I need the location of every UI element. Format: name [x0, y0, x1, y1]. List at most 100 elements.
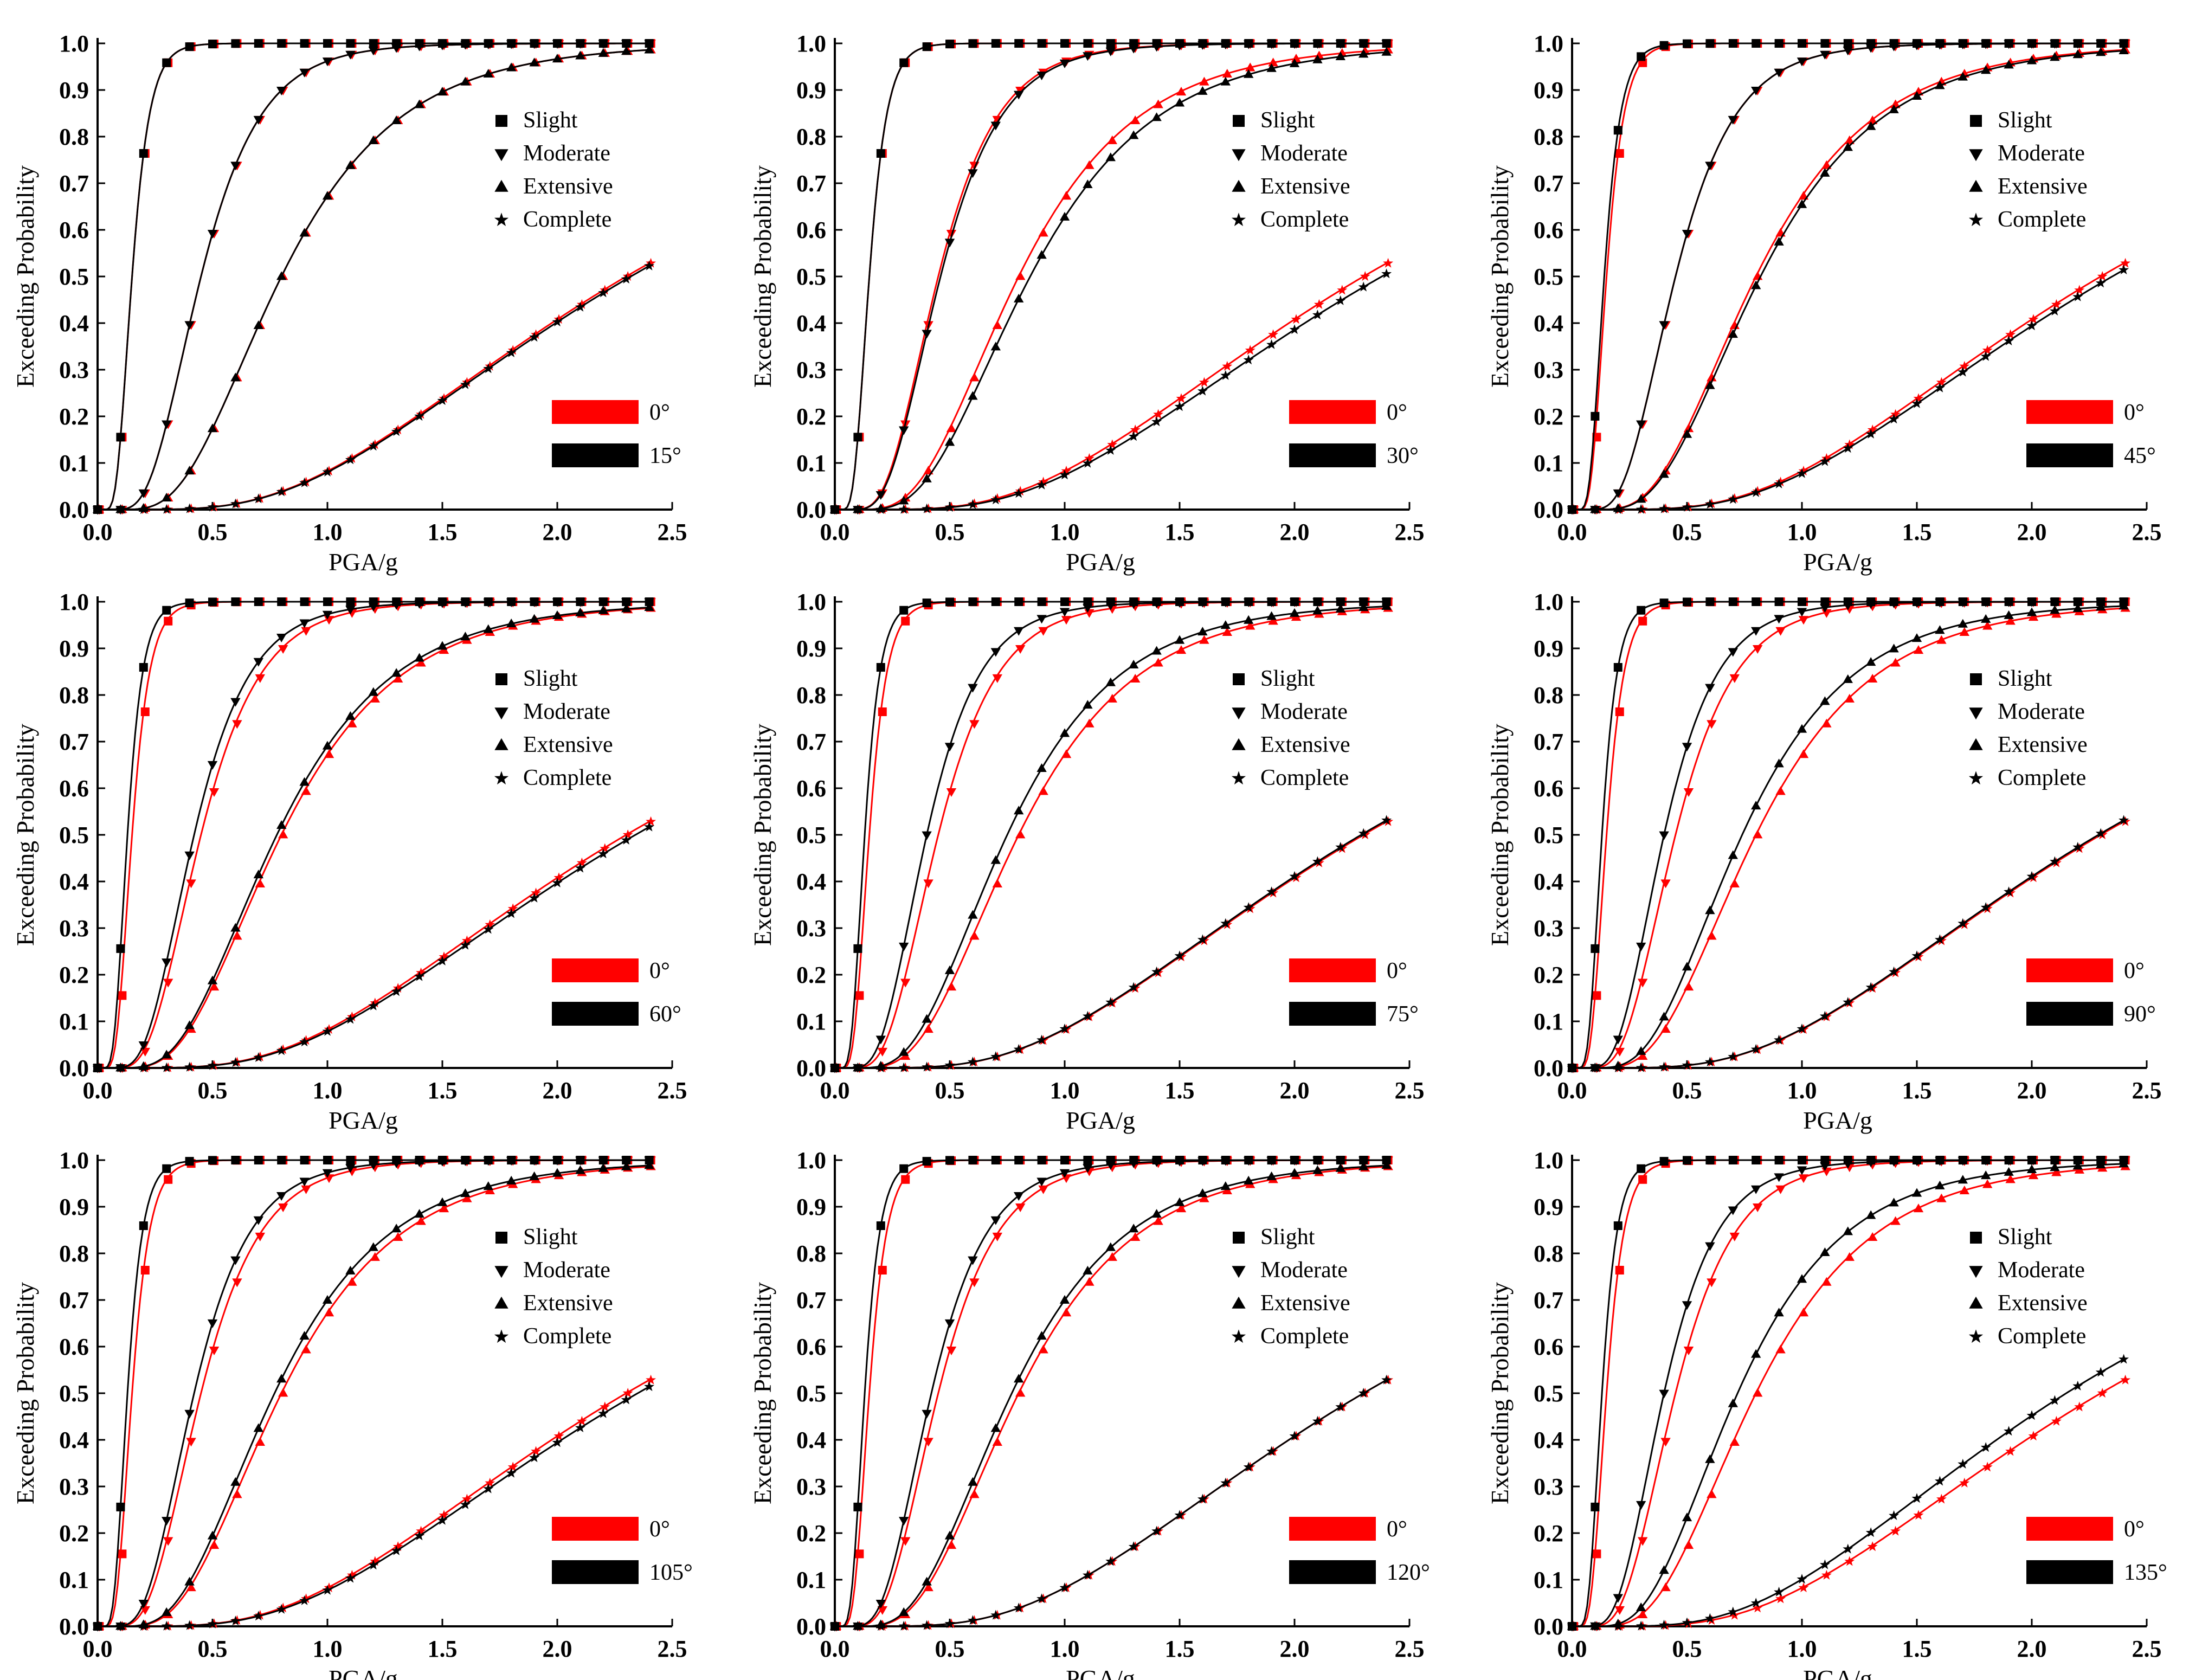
data-point-marker — [1638, 1537, 1648, 1546]
y-tick-label: 0.2 — [796, 962, 826, 988]
data-point-marker — [345, 1164, 356, 1173]
data-point-marker — [598, 1163, 608, 1172]
data-point-marker — [391, 115, 402, 124]
legend-color-bar — [552, 400, 639, 424]
data-point-marker — [299, 1595, 310, 1605]
data-point-marker — [1821, 1167, 1832, 1176]
data-point-marker — [1705, 1454, 1715, 1463]
data-point-marker — [276, 87, 287, 96]
fragility-panel-135: 0.0 0.5 1.0 1.5 2.0 2.5 0.0 0.1 0.2 0.3 0.4 0.5 0.6 0… — [1475, 1117, 2190, 1680]
legend-marker — [1969, 149, 1983, 162]
data-point-marker — [414, 1158, 424, 1167]
data-point-marker — [1843, 1543, 1853, 1554]
data-point-marker — [460, 41, 471, 50]
data-point-marker — [2004, 598, 2014, 607]
data-point-marker — [163, 979, 173, 988]
y-tick-label: 0.6 — [59, 1334, 89, 1360]
y-tick-label: 0.0 — [59, 497, 89, 523]
data-point-marker — [439, 951, 449, 962]
data-point-marker — [1015, 645, 1026, 654]
legend-label-complete: Complete — [1998, 207, 2086, 232]
data-point-marker — [1289, 598, 1300, 607]
legend-angle-label: 0° — [1387, 958, 1407, 983]
data-point-marker — [875, 1621, 886, 1631]
data-point-marker — [1798, 749, 1809, 758]
data-point-marker — [255, 1437, 265, 1446]
data-point-marker — [2096, 47, 2106, 56]
data-point-marker — [1867, 1541, 1878, 1552]
data-point-marker — [1750, 1044, 1761, 1054]
fragility-curve-complete — [835, 819, 1387, 1069]
data-point-marker — [644, 1160, 654, 1169]
x-axis-title: PGA/g — [329, 1106, 398, 1134]
data-point-marker — [829, 1621, 840, 1631]
y-tick-label: 0.1 — [1534, 450, 1563, 477]
legend-angle-label: 15° — [649, 443, 681, 468]
data-point-marker — [1981, 1170, 1991, 1180]
data-point-marker — [1775, 1593, 1786, 1604]
x-axis-title: PGA/g — [1803, 548, 1872, 576]
data-point-marker — [1613, 489, 1623, 498]
data-point-marker — [416, 1525, 427, 1536]
legend-marker — [1969, 707, 1983, 720]
data-point-marker — [1358, 602, 1369, 612]
data-point-marker — [232, 1278, 242, 1288]
x-tick-label: 1.5 — [428, 1077, 458, 1104]
data-point-marker — [461, 377, 472, 387]
data-point-marker — [1289, 871, 1300, 881]
legend-angle-label: 0° — [2124, 400, 2145, 425]
data-point-marker — [323, 1156, 332, 1165]
data-point-marker — [944, 502, 955, 512]
y-tick-label: 0.3 — [796, 915, 826, 942]
data-point-marker — [1129, 600, 1139, 609]
data-point-marker — [2072, 841, 2083, 852]
data-point-marker — [1958, 1458, 1968, 1469]
data-point-marker — [506, 598, 517, 608]
data-point-marker — [278, 1388, 288, 1397]
data-point-marker — [1083, 179, 1093, 189]
data-point-marker — [899, 426, 909, 435]
data-point-marker — [1868, 1232, 1878, 1241]
data-point-marker — [1268, 329, 1279, 339]
data-point-marker — [323, 597, 332, 607]
data-point-marker — [1636, 1620, 1646, 1631]
data-point-marker — [1820, 604, 1830, 613]
data-point-marker — [2120, 1374, 2131, 1385]
data-point-marker — [1753, 829, 1763, 839]
y-tick-label: 0.4 — [796, 1427, 826, 1453]
data-point-marker — [1036, 72, 1047, 81]
data-point-marker — [2028, 1170, 2039, 1180]
data-point-marker — [878, 707, 887, 716]
y-tick-label: 0.7 — [796, 170, 826, 197]
x-tick-label: 1.0 — [1050, 519, 1080, 545]
y-axis-title: Exceeding Probability — [11, 724, 39, 946]
data-point-marker — [1682, 743, 1692, 752]
data-point-marker — [1059, 1024, 1070, 1034]
data-point-marker — [483, 69, 493, 78]
data-point-marker — [1059, 1169, 1070, 1178]
data-point-marker — [1798, 616, 1809, 625]
data-point-marker — [2074, 285, 2085, 295]
data-point-marker — [1682, 1512, 1692, 1522]
data-point-marker — [1638, 1051, 1648, 1060]
data-point-marker — [1820, 1247, 1830, 1256]
data-point-marker — [1567, 1063, 1578, 1073]
y-tick-label: 0.8 — [796, 1240, 826, 1267]
data-point-marker — [1797, 724, 1807, 733]
data-point-marker — [1683, 39, 1691, 48]
data-point-marker — [391, 668, 402, 677]
data-point-marker — [1197, 1494, 1208, 1504]
data-point-marker — [969, 372, 980, 382]
data-point-marker — [1220, 76, 1231, 86]
data-point-marker — [1220, 1157, 1231, 1166]
legend-marker — [494, 707, 508, 720]
legend-angle-label: 120° — [1387, 1560, 1430, 1585]
data-point-marker — [1084, 160, 1094, 169]
data-point-marker — [1082, 458, 1093, 468]
data-point-marker — [1613, 663, 1622, 672]
legend-angle-label: 0° — [2124, 958, 2145, 983]
data-point-marker — [1866, 121, 1876, 130]
legend-angle-label: 75° — [1387, 1002, 1419, 1027]
data-point-marker — [300, 1156, 309, 1165]
data-point-marker — [461, 1494, 472, 1504]
